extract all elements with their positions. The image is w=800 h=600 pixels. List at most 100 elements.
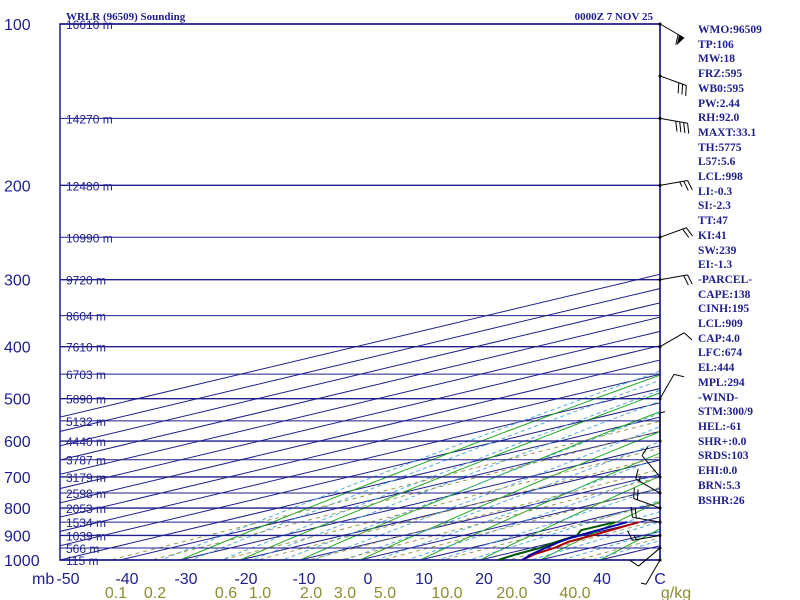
isotherm-line (60, 330, 660, 475)
height-label: 14270 m (66, 112, 113, 126)
pressure-tick-label: 700 (4, 470, 31, 487)
wind-barb-feather (677, 82, 680, 94)
wind-barb-feather (683, 122, 686, 133)
wind-barb-staff (659, 332, 685, 348)
index-item: LI:-0.3 (698, 185, 733, 198)
height-label: 16610 m (66, 18, 113, 32)
wind-barb-feather (685, 227, 693, 237)
height-label: 3179 m (66, 471, 106, 485)
index-item: WB0:595 (698, 82, 744, 95)
wind-barb (658, 74, 687, 96)
wind-barb-origin (658, 439, 662, 443)
pressure-tick-label: 100 (4, 17, 31, 34)
mixing-ratio-tick-label: 40.0 (559, 585, 590, 600)
wind-barb-feather (683, 332, 693, 341)
wind-barb-origin (658, 475, 662, 479)
index-item: FRZ:595 (698, 68, 743, 81)
height-label: 8604 m (66, 310, 106, 324)
wind-barb-origin (658, 546, 662, 550)
index-item: LFC:674 (698, 347, 743, 360)
index-item: TT:47 (698, 215, 728, 228)
height-label: 5132 m (66, 415, 106, 429)
isotherm-line (60, 416, 660, 560)
height-label: 1534 m (66, 516, 106, 530)
dry-adiabat-line (178, 374, 660, 560)
wind-barb-staff (632, 516, 661, 523)
mixing-ratio-unit-label: g/kg (661, 585, 691, 600)
wind-barb (627, 530, 662, 541)
wind-barb-staff (638, 547, 661, 567)
wind-barb-staff (659, 374, 675, 399)
wind-barb-feather (634, 507, 637, 519)
height-label: 566 m (66, 542, 99, 556)
mixing-ratio-line (149, 430, 660, 560)
index-item: WMO:96509 (698, 24, 762, 36)
height-label: 2053 m (66, 502, 106, 516)
temperature-tick-label: 0 (364, 571, 373, 588)
wind-barb-feather (683, 275, 689, 286)
isotherm-line (179, 445, 660, 560)
height-label: 7610 m (66, 341, 106, 355)
wind-barb-staff (645, 559, 661, 585)
wind-barb-staff (641, 455, 661, 478)
index-item: SRDS:103 (698, 450, 749, 463)
index-item: KI:41 (698, 229, 727, 242)
wind-barb-staff (659, 179, 688, 186)
wind-barb-feather (629, 559, 639, 567)
moist-adiabat-line (467, 499, 660, 560)
index-item: LCL:998 (698, 171, 743, 184)
wind-barb-feather (683, 180, 689, 191)
index-item: TP:106 (698, 38, 734, 51)
mixing-ratio-line (506, 519, 660, 560)
height-label: 115 m (66, 554, 98, 568)
wind-barb-staff (659, 274, 688, 281)
wind-barb-feather (673, 373, 685, 378)
wind-barb-origin (658, 520, 662, 524)
index-item: CAPE:138 (698, 288, 751, 301)
chart-grid (59, 23, 661, 561)
wind-barb-origin (658, 397, 662, 401)
temperature-tick-label: 40 (593, 571, 611, 588)
parcel-profile (521, 521, 628, 561)
wind-barb (658, 227, 693, 239)
mixing-ratio-tick-label: 5.0 (374, 585, 396, 600)
wind-barb-half-feather (638, 475, 641, 482)
dry-adiabat-line (418, 452, 660, 560)
index-item: PW:2.44 (698, 97, 740, 110)
clipped-grid (60, 273, 660, 560)
wind-barb-staff (632, 534, 661, 541)
dry-adiabat-line (538, 500, 660, 560)
wind-barb-staff (633, 498, 661, 509)
temperature-tick-label: 10 (415, 571, 433, 588)
temperature-tick-label: -50 (56, 571, 79, 588)
moist-adiabat-line (219, 389, 660, 560)
moist-adiabat-line (529, 521, 660, 560)
moist-adiabat-line (159, 370, 660, 560)
stability-indices-panel: WMO:96509 TP:106 MW:18 FRZ:595 WB0:595 PW:2.4… (698, 23, 798, 508)
temperature-tick-label: -40 (115, 571, 138, 588)
index-item: EI:-1.3 (698, 259, 733, 272)
mixing-ratio-tick-label: 10.0 (431, 585, 462, 600)
wind-barb-feather (687, 123, 690, 134)
index-item: BSHR:26 (698, 494, 745, 507)
index-item: SHR+:0.0 (698, 435, 747, 448)
wind-barb (635, 468, 662, 495)
index-item: MPL:294 (698, 376, 745, 389)
index-item: RH:92.0 (698, 112, 740, 125)
temperature-tick-label: 20 (475, 571, 493, 588)
dry-adiabat-line (478, 475, 660, 560)
mixing-ratio-line (108, 420, 660, 560)
wind-barb-origin (658, 74, 662, 78)
index-item: EHI:0.0 (698, 465, 738, 478)
wind-barb-half-feather (633, 534, 637, 540)
wind-barb-origin (658, 116, 662, 120)
mixing-ratio-tick-label: 0.6 (215, 585, 237, 600)
height-label: 3787 m (66, 454, 106, 468)
sounding-profiles (497, 521, 640, 561)
moist-adiabat-line (311, 426, 660, 560)
wind-barb-feather (687, 180, 693, 191)
index-item: BRN:5.3 (698, 479, 741, 492)
index-item: SW:239 (698, 244, 737, 257)
